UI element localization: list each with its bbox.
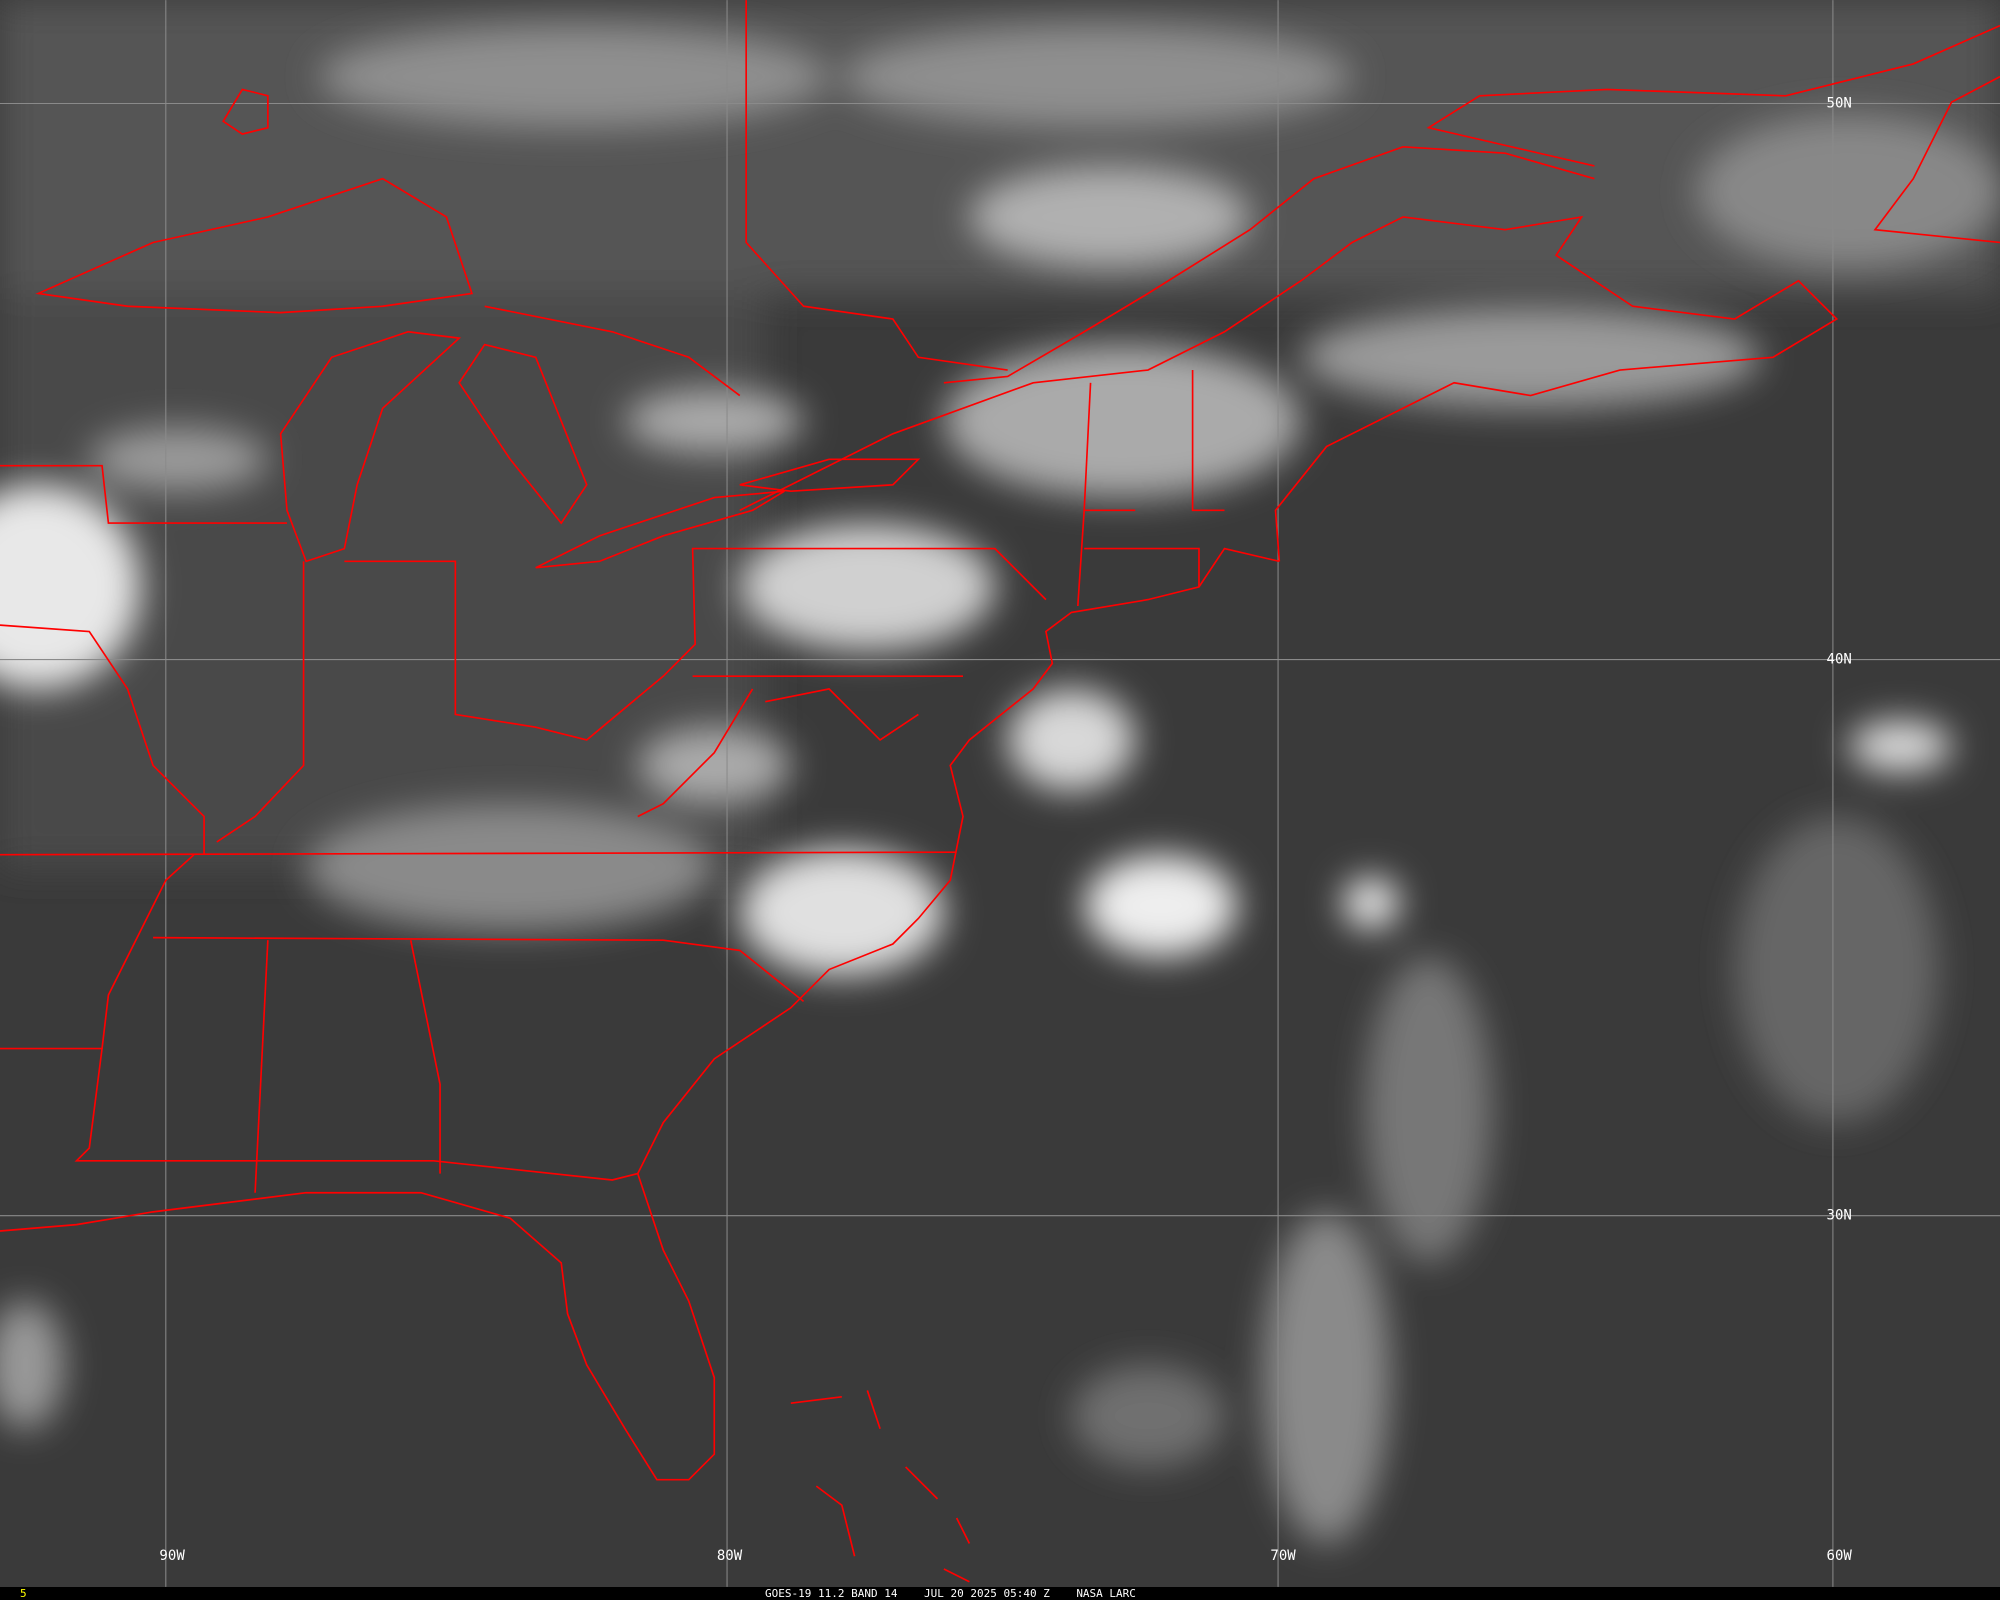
latitude-label-50n: 50N <box>1827 95 1852 111</box>
image-caption: GOES-19 11.2 BAND 14 JUL 20 2025 05:40 Z… <box>765 1587 1136 1600</box>
latitude-label-30n: 30N <box>1827 1208 1852 1224</box>
longitude-label-60w: 60W <box>1827 1548 1853 1564</box>
date-label: JUL 20 2025 <box>923 1587 997 1600</box>
longitude-label-80w: 80W <box>717 1548 743 1564</box>
satellite-name: GOES-19 <box>765 1587 812 1600</box>
source-label: NASA LARC <box>1076 1587 1136 1600</box>
status-bar: 5 GOES-19 11.2 BAND 14 JUL 20 2025 05:40… <box>0 1587 2000 1600</box>
frame-number: 5 <box>20 1587 27 1600</box>
time-label: 05:40 Z <box>1003 1587 1050 1600</box>
latitude-label-40n: 40N <box>1827 651 1852 667</box>
cloud-fields <box>0 25 2000 1544</box>
grid-labels: 90W 80W 70W 60W 50N 40N 30N <box>159 95 1852 1564</box>
band-label: 11.2 BAND 14 <box>817 1587 898 1600</box>
longitude-label-90w: 90W <box>159 1548 185 1564</box>
longitude-label-70w: 70W <box>1270 1548 1296 1564</box>
